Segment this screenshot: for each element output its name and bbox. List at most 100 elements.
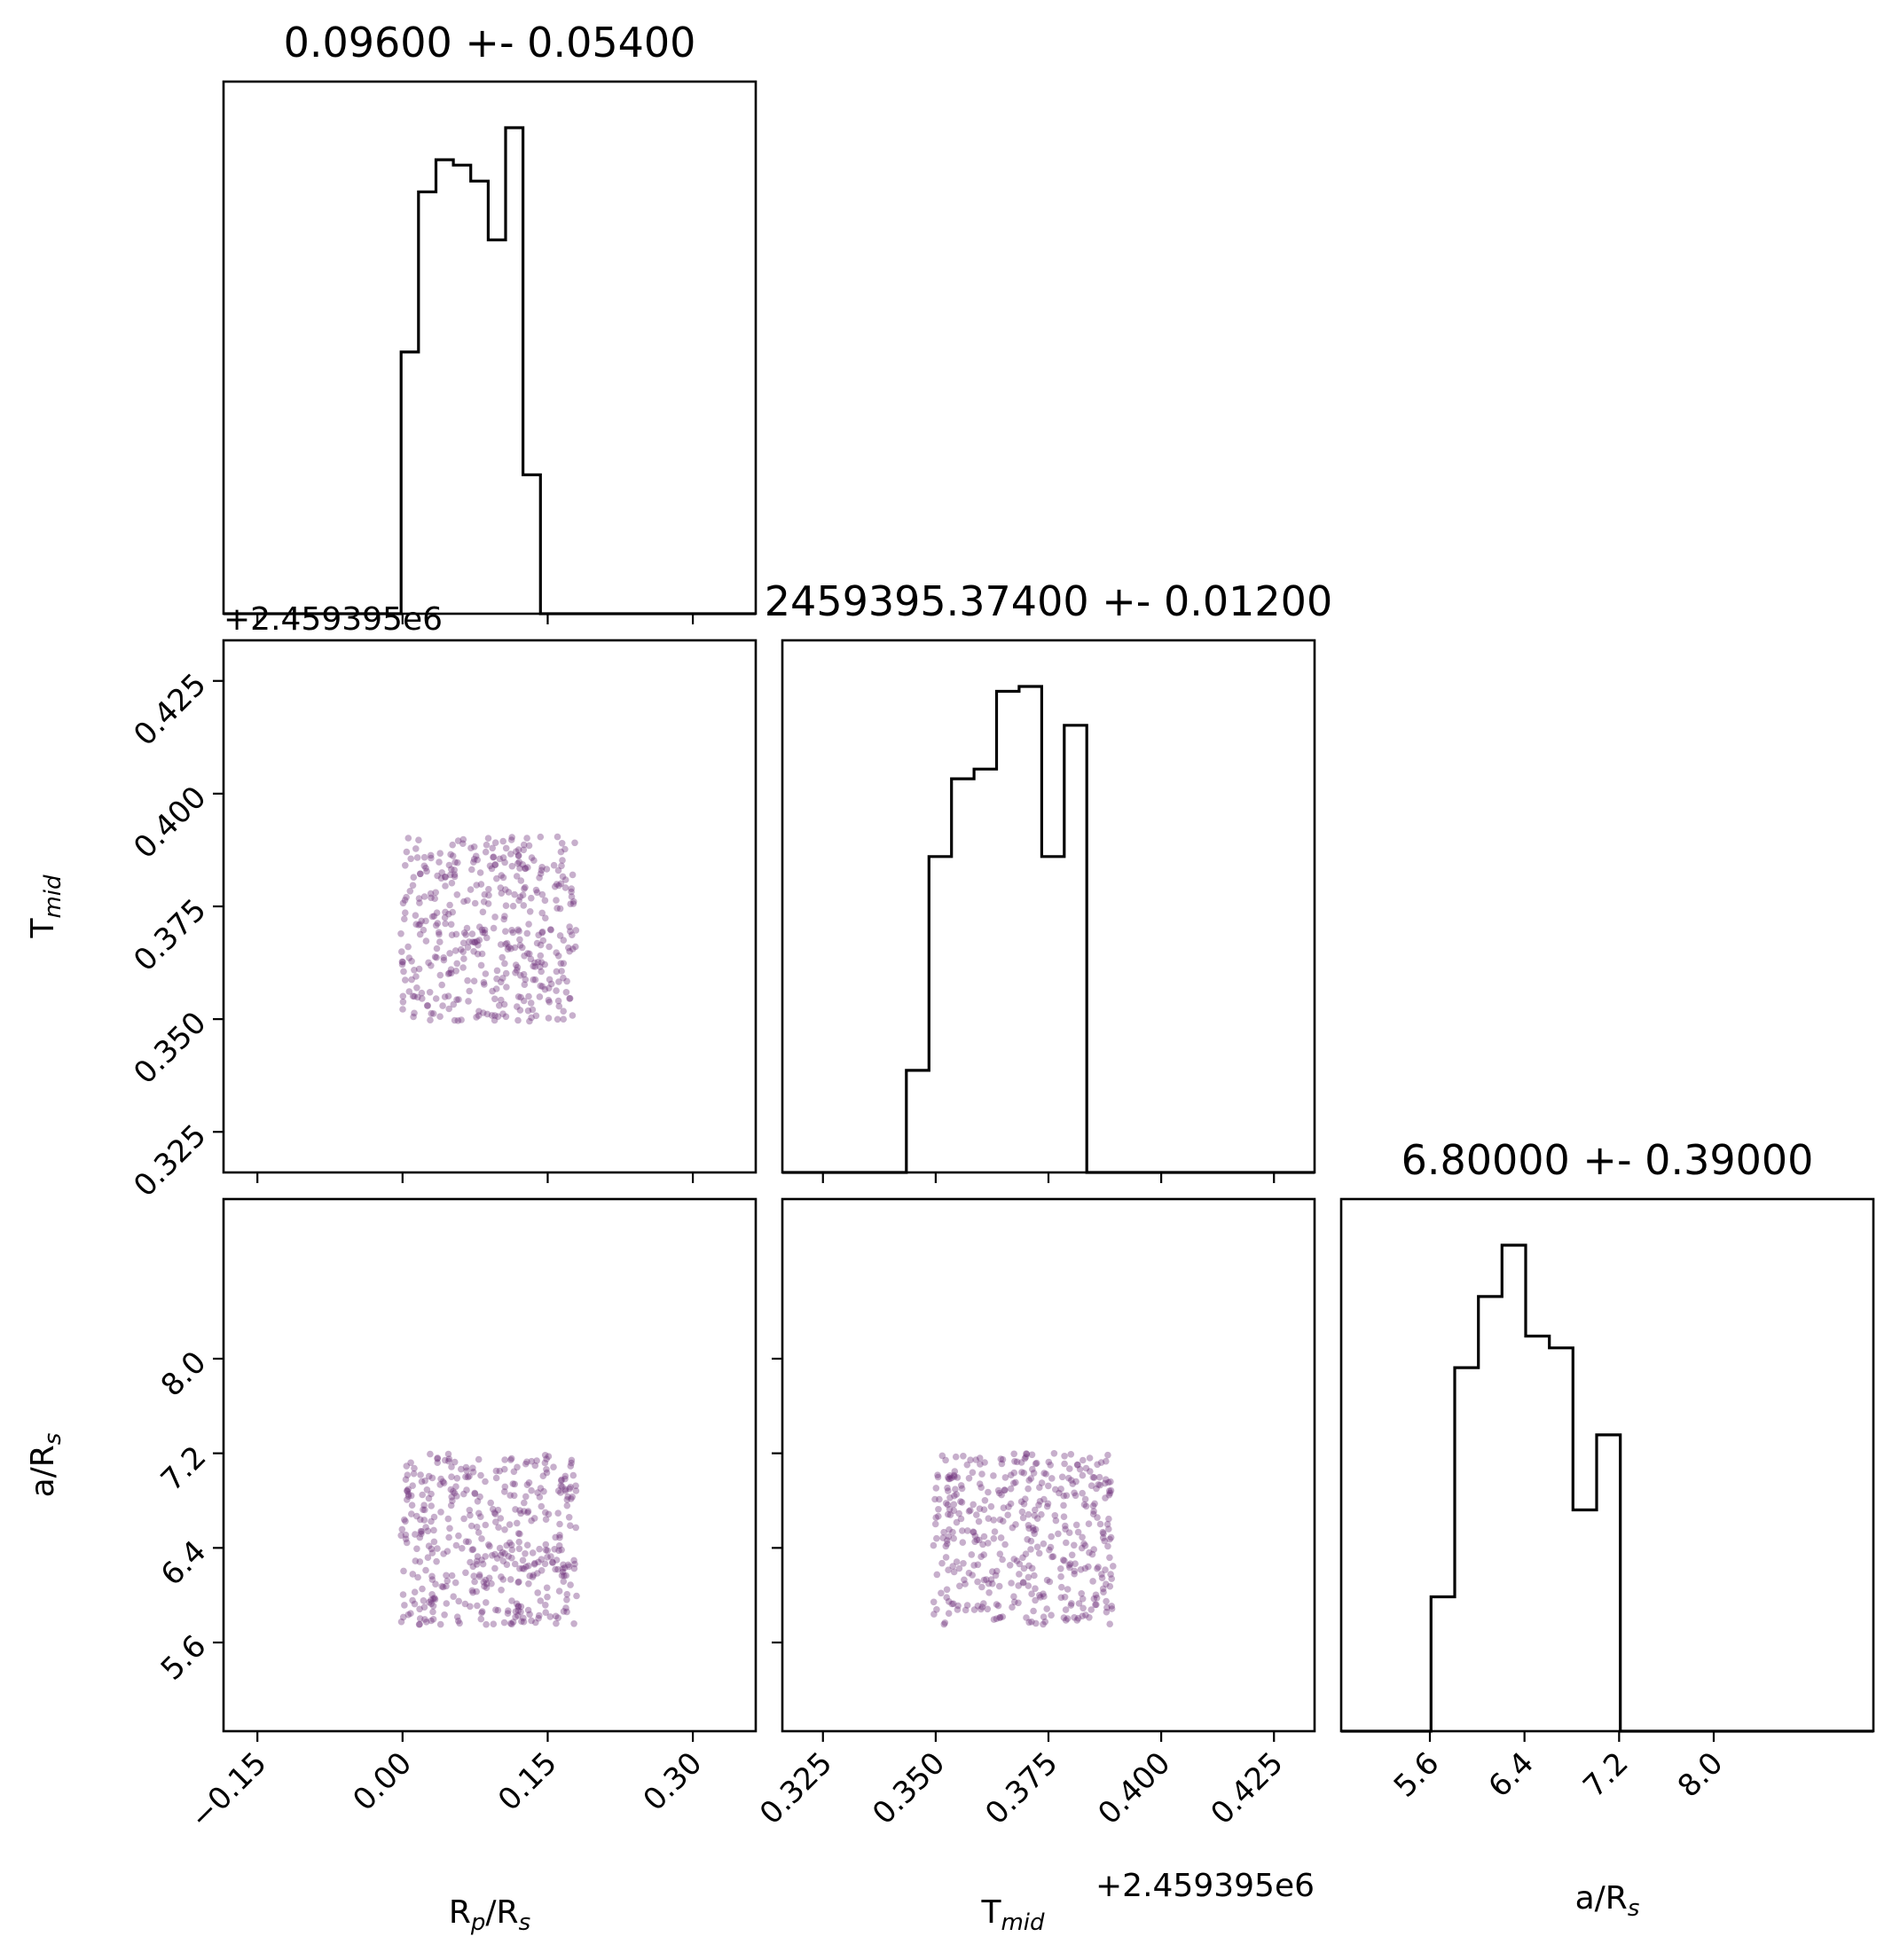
scatter-point: [567, 1522, 574, 1529]
scatter-point: [976, 1480, 984, 1487]
scatter-point: [560, 1578, 568, 1585]
scatter-point: [980, 1533, 988, 1541]
scatter-point: [1097, 1459, 1105, 1466]
scatter-point: [539, 1472, 547, 1479]
scatter-point: [524, 1509, 531, 1517]
scatter-point: [505, 944, 513, 951]
scatter-point: [934, 1473, 942, 1481]
scatter-point: [487, 1499, 494, 1507]
scatter-point: [526, 1611, 533, 1619]
scatter-point: [544, 1554, 551, 1561]
scatter-point: [498, 890, 506, 897]
scatter-point: [483, 1580, 491, 1588]
scatter-point: [566, 947, 573, 955]
scatter-point: [482, 1521, 490, 1529]
scatter-point: [526, 950, 533, 958]
scatter-point: [1058, 1583, 1065, 1591]
scatter-point: [538, 983, 546, 990]
scatter-point: [431, 953, 439, 960]
scatter-point: [538, 1567, 546, 1574]
scatter-point: [957, 1482, 965, 1489]
scatter-point: [477, 1513, 484, 1520]
scatter-point: [1013, 1557, 1021, 1564]
scatter-point: [970, 1528, 977, 1535]
scatter-point: [1025, 1582, 1032, 1589]
scatter-point: [422, 937, 430, 945]
scatter-point: [536, 993, 544, 1000]
scatter-point: [1047, 1543, 1055, 1551]
scatter-point: [450, 1487, 457, 1495]
scatter-point: [932, 1485, 940, 1492]
scatter-frame: [222, 1197, 758, 1733]
scatter-point: [530, 976, 537, 984]
scatter-point: [433, 909, 441, 916]
scatter-point: [1052, 1517, 1060, 1525]
scatter-point: [475, 923, 483, 930]
axis-label-part: s: [519, 1909, 531, 1936]
scatter-point: [1078, 1544, 1086, 1552]
scatter-point: [469, 1588, 476, 1596]
scatter-point: [429, 1616, 437, 1623]
scatter-point: [483, 841, 491, 849]
scatter-point: [438, 869, 446, 876]
scatter-point: [969, 1469, 977, 1477]
scatter-point: [451, 873, 459, 881]
scatter-point: [942, 1554, 950, 1561]
scatter-point: [432, 995, 440, 1002]
scatter-point: [1025, 1573, 1032, 1581]
scatter-point: [569, 1471, 577, 1479]
scatter-point: [559, 1565, 567, 1572]
scatter-point: [1092, 1591, 1100, 1599]
scatter-point: [549, 1559, 556, 1566]
scatter-point: [428, 1600, 436, 1608]
scatter-point: [560, 1007, 567, 1015]
scatter-point: [1107, 1486, 1115, 1494]
scatter-point: [1062, 1525, 1069, 1533]
scatter-point: [425, 959, 432, 967]
scatter-point: [935, 1512, 942, 1520]
scatter-point: [454, 858, 461, 866]
scatter-point: [404, 1491, 412, 1498]
scatter-point: [514, 851, 522, 859]
scatter-point: [537, 833, 545, 841]
scatter-point: [453, 891, 461, 898]
scatter-point: [482, 970, 490, 977]
scatter-point: [531, 976, 539, 984]
scatter-point: [945, 1510, 952, 1518]
scatter-point: [996, 1550, 1004, 1557]
scatter-point: [499, 1010, 506, 1017]
scatter-point: [529, 1006, 537, 1014]
scatter-point: [430, 1513, 438, 1521]
scatter-point: [1045, 1482, 1052, 1490]
scatter-point: [1025, 1477, 1032, 1484]
scatter-point: [430, 913, 438, 920]
scatter-point: [525, 1580, 532, 1588]
scatter-point: [506, 1521, 514, 1528]
scatter-point: [1007, 1500, 1015, 1508]
scatter-point: [1101, 1537, 1108, 1545]
scatter-point: [520, 1614, 527, 1622]
scatter-point: [1036, 1498, 1044, 1505]
scatter-point: [545, 1453, 553, 1460]
scatter-point: [412, 1531, 419, 1538]
scatter-point: [962, 1580, 969, 1588]
scatter-point: [1037, 1594, 1044, 1601]
scatter-point: [989, 1580, 996, 1588]
scatter-point: [1073, 1617, 1080, 1624]
scatter-point: [534, 1589, 541, 1596]
scatter-point: [538, 890, 546, 898]
scatter-point: [442, 882, 449, 890]
scatter-point: [420, 926, 428, 934]
scatter-point: [520, 902, 528, 909]
scatter-point: [499, 1557, 507, 1564]
scatter-point: [963, 1461, 971, 1469]
scatter-point: [449, 841, 456, 849]
scatter-point: [956, 1582, 963, 1590]
scatter-point: [434, 1545, 441, 1552]
scatter-point: [451, 1489, 459, 1497]
scatter-point: [513, 873, 521, 880]
scatter-point: [426, 989, 434, 996]
scatter-point: [521, 1499, 528, 1507]
scatter-point: [529, 1549, 537, 1556]
scatter-point: [399, 959, 406, 966]
